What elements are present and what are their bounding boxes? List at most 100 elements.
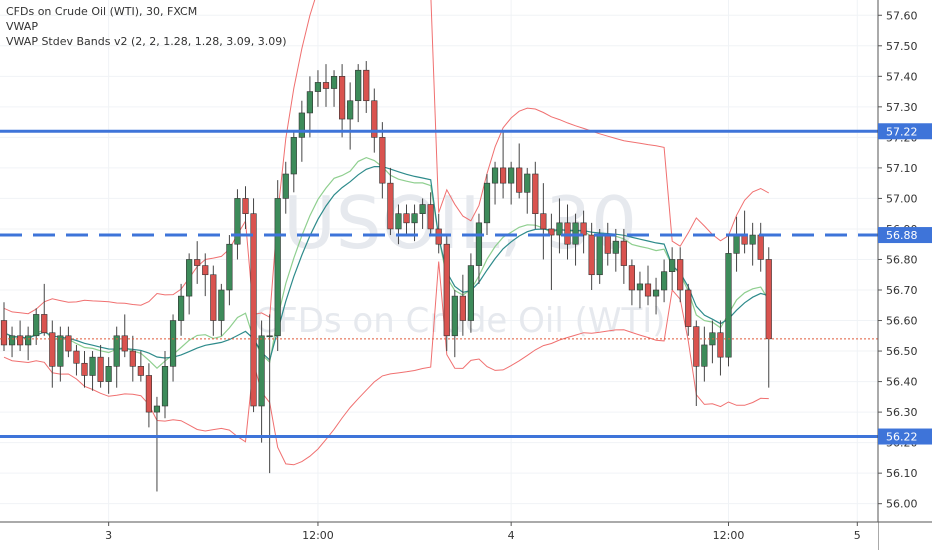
candle-body-3 bbox=[25, 335, 32, 346]
candle-body-5 bbox=[41, 314, 48, 334]
candle-11 bbox=[89, 351, 96, 391]
candle-body-80 bbox=[644, 283, 652, 297]
price-tick-label-2: 57.40 bbox=[886, 70, 918, 83]
candle-body-40 bbox=[322, 82, 330, 89]
candle-38 bbox=[306, 76, 314, 138]
candle-7 bbox=[57, 326, 64, 382]
candle-66 bbox=[532, 161, 539, 229]
candle-13 bbox=[105, 357, 112, 394]
candle-body-4 bbox=[33, 314, 40, 337]
candle-63 bbox=[508, 161, 515, 205]
candle-body-89 bbox=[717, 332, 724, 358]
candle-body-46 bbox=[371, 100, 378, 138]
candle-90 bbox=[725, 235, 732, 367]
candle-1 bbox=[8, 326, 16, 358]
candle-57 bbox=[459, 274, 466, 336]
candle-body-28 bbox=[226, 243, 233, 291]
candle-body-33 bbox=[266, 335, 273, 338]
candle-30 bbox=[242, 186, 249, 229]
candle-21 bbox=[169, 314, 177, 382]
candle-48 bbox=[387, 167, 394, 236]
candle-80 bbox=[644, 265, 652, 306]
candle-70 bbox=[564, 204, 571, 260]
candle-44 bbox=[355, 64, 362, 123]
time-axis-bg bbox=[0, 522, 878, 550]
candle-body-93 bbox=[749, 234, 756, 245]
candle-12 bbox=[97, 344, 104, 388]
candle-body-71 bbox=[572, 222, 579, 245]
horizontal-levels[interactable] bbox=[0, 129, 878, 439]
candle-60 bbox=[483, 174, 491, 236]
candle-18 bbox=[145, 363, 153, 428]
candle-body-36 bbox=[290, 137, 297, 175]
candle-40 bbox=[322, 64, 330, 107]
candle-body-64 bbox=[516, 167, 523, 193]
candle-49 bbox=[395, 204, 402, 245]
candle-15 bbox=[121, 314, 128, 358]
candle-body-49 bbox=[395, 213, 402, 230]
candle-body-73 bbox=[588, 234, 595, 276]
price-tick-label-3: 57.30 bbox=[886, 101, 918, 114]
candle-body-69 bbox=[556, 222, 563, 236]
candle-body-26 bbox=[210, 274, 217, 321]
candle-77 bbox=[620, 228, 627, 284]
level-tag-bg-2 bbox=[878, 428, 932, 445]
vwap-lines bbox=[3, 156, 770, 370]
candle-body-19 bbox=[153, 405, 161, 413]
candle-body-58 bbox=[467, 265, 475, 321]
vwap-line bbox=[3, 166, 769, 361]
candle-body-27 bbox=[218, 289, 225, 321]
candle-47 bbox=[379, 122, 386, 199]
candle-body-82 bbox=[660, 271, 668, 291]
candle-body-77 bbox=[620, 240, 627, 266]
candle-body-31 bbox=[250, 213, 257, 407]
candle-53 bbox=[427, 192, 434, 236]
price-axis[interactable]: 57.6057.5057.4057.3057.2057.1057.0056.90… bbox=[877, 0, 932, 550]
candle-body-57 bbox=[459, 295, 466, 321]
candle-body-9 bbox=[73, 350, 80, 364]
candle-body-54 bbox=[435, 228, 442, 245]
level-tag-label-2: 56.22 bbox=[886, 431, 918, 444]
candle-body-24 bbox=[194, 259, 201, 266]
candle-body-11 bbox=[89, 356, 96, 376]
candle-4 bbox=[33, 308, 40, 345]
candle-20 bbox=[161, 351, 169, 419]
candle-body-53 bbox=[427, 204, 434, 230]
price-tick-label-6: 57.00 bbox=[886, 192, 918, 205]
candlesticks bbox=[0, 61, 772, 492]
candle-body-61 bbox=[491, 167, 499, 184]
candle-body-81 bbox=[652, 289, 660, 297]
candle-body-43 bbox=[347, 100, 354, 120]
candle-36 bbox=[290, 131, 297, 193]
time-tick-label-4: 5 bbox=[854, 529, 861, 542]
candle-body-85 bbox=[685, 289, 692, 327]
vwap-stdev-bands bbox=[3, 0, 770, 466]
candle-body-20 bbox=[161, 366, 169, 407]
candle-5 bbox=[41, 283, 48, 336]
candle-body-91 bbox=[733, 234, 740, 254]
candle-65 bbox=[524, 167, 531, 214]
candle-body-15 bbox=[121, 335, 128, 352]
candle-24 bbox=[194, 241, 201, 284]
candle-body-48 bbox=[387, 182, 394, 230]
candle-19 bbox=[153, 396, 161, 492]
candle-17 bbox=[137, 351, 144, 382]
candle-body-76 bbox=[612, 240, 619, 254]
candle-16 bbox=[129, 335, 136, 382]
candle-body-12 bbox=[97, 356, 104, 382]
candle-46 bbox=[371, 88, 378, 153]
candle-54 bbox=[435, 213, 442, 254]
candle-body-95 bbox=[765, 259, 772, 340]
price-tick-label-5: 57.10 bbox=[886, 162, 918, 175]
candle-body-34 bbox=[274, 198, 281, 337]
candle-body-60 bbox=[483, 182, 491, 224]
candle-body-41 bbox=[330, 76, 338, 89]
candle-body-18 bbox=[145, 375, 153, 413]
candle-body-21 bbox=[169, 320, 177, 367]
candle-body-70 bbox=[564, 222, 571, 245]
candle-55 bbox=[443, 235, 450, 352]
candle-body-67 bbox=[540, 213, 547, 230]
candle-body-2 bbox=[16, 335, 24, 346]
